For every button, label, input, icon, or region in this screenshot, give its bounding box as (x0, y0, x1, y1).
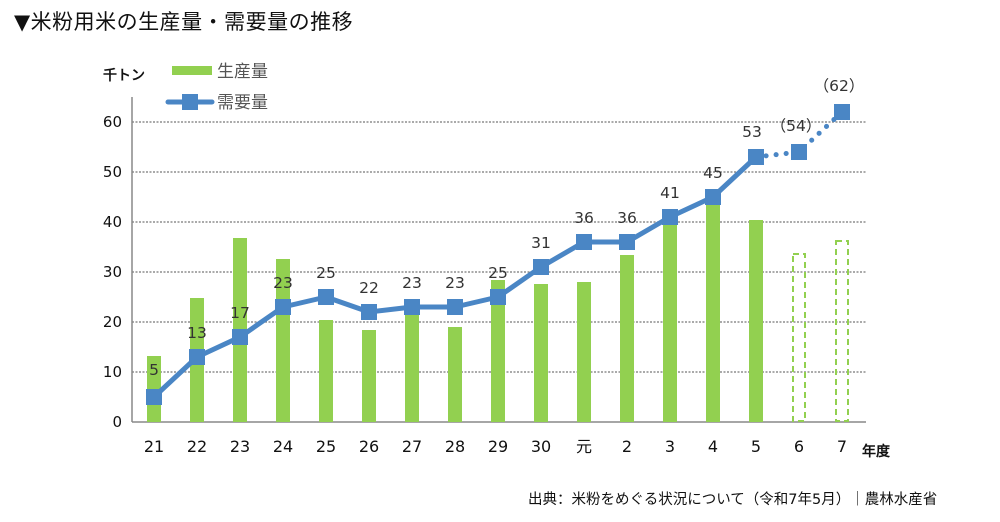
data-labels: 5 13 17 23 25 22 23 23 25 31 36 36 41 45 53 （54） （62） (149, 77, 864, 379)
x-tick-label: 23 (230, 437, 250, 456)
x-tick-label: 28 (445, 437, 465, 456)
demand-data-label: 31 (531, 234, 551, 252)
demand-marker (146, 389, 162, 405)
bar-production (362, 330, 376, 422)
bar-production-estimated (792, 253, 806, 422)
demand-line-projected (753, 109, 845, 160)
demand-data-label: 25 (316, 264, 336, 282)
chart-title: ▼米粉用米の生産量・需要量の推移 (14, 10, 354, 34)
x-tick-label: 6 (794, 437, 804, 456)
x-tick-label: 30 (531, 437, 551, 456)
x-axis-unit: 年度 (862, 443, 891, 460)
y-tick-label: 0 (112, 413, 122, 431)
demand-marker (533, 259, 549, 275)
demand-marker (490, 289, 506, 305)
x-tick-label: 29 (488, 437, 508, 456)
bar-production-estimated (835, 240, 849, 422)
legend-label-production: 生産量 (217, 62, 268, 82)
y-axis-ticks: 0 10 20 30 40 50 60 (103, 113, 122, 431)
y-tick-label: 50 (103, 163, 122, 181)
demand-marker (318, 289, 334, 305)
x-tick-label: 7 (837, 437, 847, 456)
demand-marker (662, 209, 678, 225)
x-tick-label: 4 (708, 437, 718, 456)
bar-production (405, 312, 419, 422)
demand-data-label: （54） (771, 117, 822, 135)
bar-production (749, 220, 763, 422)
x-axis-ticks: 21 22 23 24 25 26 27 28 29 30 元 2 3 4 5 6 7 (144, 437, 847, 456)
demand-marker (791, 144, 807, 160)
demand-marker (748, 149, 764, 165)
bar-production (491, 280, 505, 422)
bar-production (706, 202, 720, 422)
y-tick-label: 40 (103, 213, 122, 231)
x-tick-label: 3 (665, 437, 675, 456)
demand-line (146, 104, 850, 405)
demand-data-label: 23 (273, 274, 293, 292)
x-tick-label: 5 (751, 437, 761, 456)
demand-marker (189, 349, 205, 365)
legend-swatch-production (172, 66, 212, 75)
demand-marker (447, 299, 463, 315)
y-tick-label: 10 (103, 363, 122, 381)
bar-production (534, 284, 548, 422)
bar-production (620, 255, 634, 422)
legend-marker-demand (182, 94, 198, 110)
bar-production (448, 327, 462, 422)
demand-marker (404, 299, 420, 315)
x-tick-label: 26 (359, 437, 379, 456)
demand-data-label: 23 (445, 274, 465, 292)
demand-data-label: （62） (814, 77, 865, 95)
bars (147, 202, 849, 422)
x-tick-label: 25 (316, 437, 336, 456)
demand-data-label: 41 (660, 184, 680, 202)
demand-data-label: 5 (149, 361, 159, 379)
bar-production (577, 282, 591, 422)
y-tick-label: 60 (103, 113, 122, 131)
demand-marker (619, 234, 635, 250)
demand-marker (705, 189, 721, 205)
demand-data-label: 45 (703, 164, 723, 182)
demand-marker (834, 104, 850, 120)
y-tick-label: 20 (103, 313, 122, 331)
demand-data-label: 22 (359, 279, 379, 297)
bar-production (663, 217, 677, 422)
y-tick-label: 30 (103, 263, 122, 281)
x-tick-label: 27 (402, 437, 422, 456)
x-tick-label: 22 (187, 437, 207, 456)
demand-data-label: 36 (574, 209, 594, 227)
source-caption: 出典：米粉をめぐる状況について（令和7年5月）｜農林水産省 (528, 492, 938, 508)
demand-data-label: 23 (402, 274, 422, 292)
demand-data-label: 17 (230, 304, 250, 322)
demand-data-label: 36 (617, 209, 637, 227)
x-tick-label: 元 (576, 437, 592, 456)
y-axis-unit: 千トン (103, 67, 145, 84)
demand-marker (361, 304, 377, 320)
x-tick-label: 21 (144, 437, 164, 456)
demand-data-label: 13 (187, 324, 207, 342)
legend-label-demand: 需要量 (217, 93, 268, 113)
demand-data-label: 25 (488, 264, 508, 282)
x-tick-label: 24 (273, 437, 293, 456)
demand-data-label: 53 (742, 123, 762, 141)
demand-marker (576, 234, 592, 250)
demand-marker (232, 329, 248, 345)
bar-production (319, 320, 333, 422)
demand-marker (275, 299, 291, 315)
x-tick-label: 2 (622, 437, 632, 456)
